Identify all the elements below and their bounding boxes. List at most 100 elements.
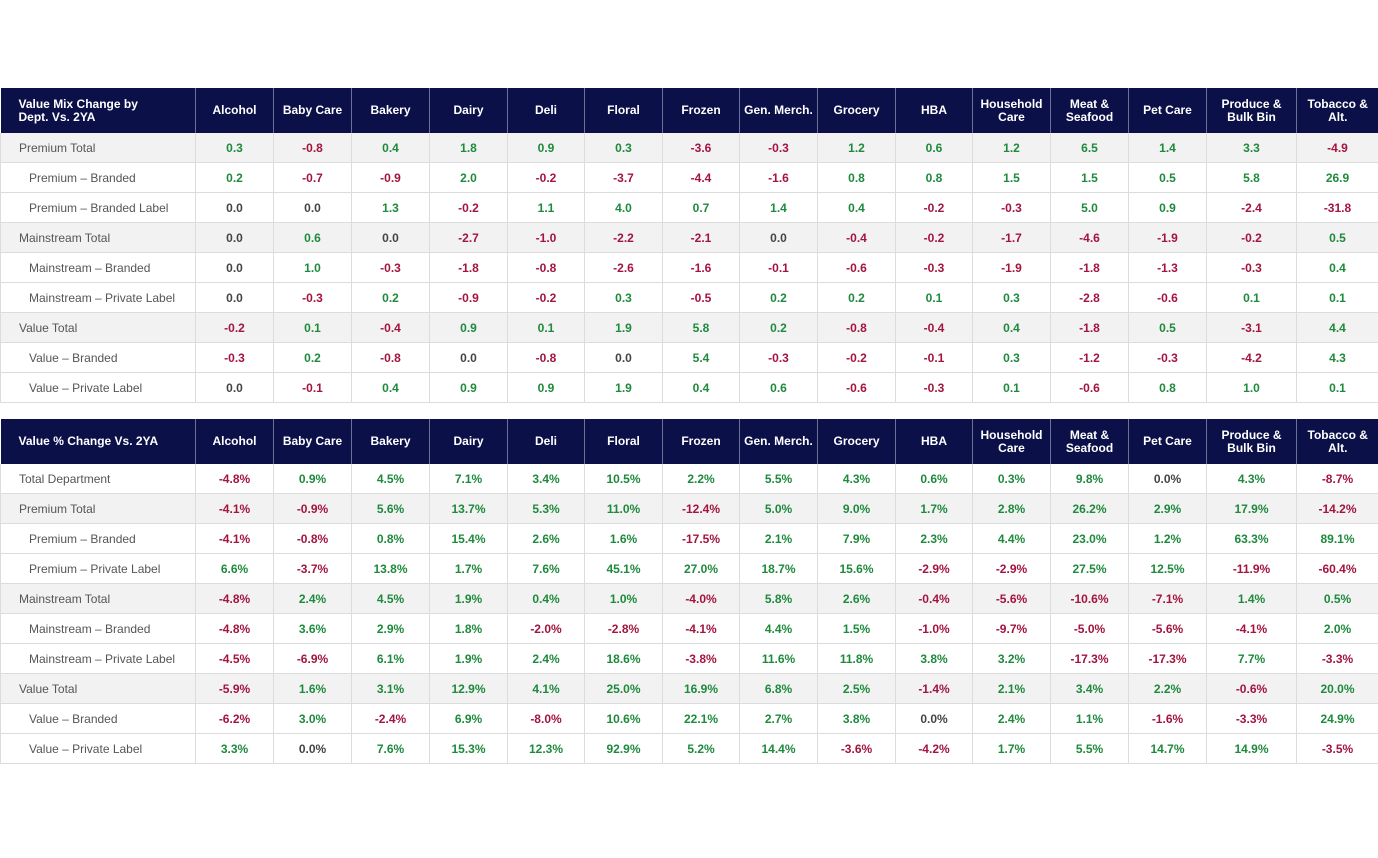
table-cell: 1.2% <box>1128 523 1207 554</box>
table-cell: -0.6 <box>817 252 896 283</box>
table-row: Mainstream Total 0.0 0.6 0.0 -2.7 -1.0 -2.2 -2.… <box>0 222 1378 253</box>
table-cell: -1.6% <box>1128 703 1207 734</box>
table-cell: -3.7 <box>584 162 663 193</box>
row-label: Premium – Branded Label <box>0 192 196 223</box>
table-cell: 17.9% <box>1206 493 1297 524</box>
table-cell: 5.5% <box>739 464 818 494</box>
table-cell: 0.1 <box>1296 282 1378 313</box>
table-cell: 7.1% <box>429 464 508 494</box>
table-cell: -4.8% <box>195 583 274 614</box>
column-header-gen-merch: Gen. Merch. <box>739 88 818 133</box>
table-cell: -0.9 <box>351 162 430 193</box>
table-cell: -2.8 <box>1050 282 1129 313</box>
table-cell: -5.0% <box>1050 613 1129 644</box>
table-cell: -5.9% <box>195 673 274 704</box>
table-cell: -2.4% <box>351 703 430 734</box>
table-cell: 1.4 <box>1128 133 1207 163</box>
table-cell: -6.9% <box>273 643 352 674</box>
table-cell: 13.8% <box>351 553 430 584</box>
column-header-hba: HBA <box>895 419 973 464</box>
column-header-tobacco-alt: Tobacco & Alt. <box>1296 419 1378 464</box>
table-cell: 4.3 <box>1296 342 1378 373</box>
table-cell: -0.8 <box>273 133 352 163</box>
table-cell: 0.3 <box>972 342 1051 373</box>
table-cell: 0.9% <box>273 464 352 494</box>
table-cell: 0.4 <box>972 312 1051 343</box>
table-cell: 22.1% <box>662 703 740 734</box>
table-cell: -0.2 <box>429 192 508 223</box>
table-cell: 27.0% <box>662 553 740 584</box>
table-cell: 26.9 <box>1296 162 1378 193</box>
row-label: Mainstream – Private Label <box>0 643 196 674</box>
table-cell: 3.4% <box>1050 673 1129 704</box>
table-cell: -2.1 <box>662 222 740 253</box>
table-cell: -3.3% <box>1206 703 1297 734</box>
table-cell: 0.4 <box>351 133 430 163</box>
table-cell: 1.4 <box>739 192 818 223</box>
table-cell: -0.3 <box>739 133 818 163</box>
column-header-grocery: Grocery <box>817 88 896 133</box>
table-cell: 6.6% <box>195 553 274 584</box>
table-cell: 4.5% <box>351 583 430 614</box>
table-cell: -2.7 <box>429 222 508 253</box>
table-cell: 0.2 <box>195 162 274 193</box>
table-cell: 3.2% <box>972 643 1051 674</box>
table-cell: 89.1% <box>1296 523 1378 554</box>
table-cell: -1.4% <box>895 673 973 704</box>
table-cell: 0.8 <box>1128 372 1207 403</box>
table-cell: -4.1% <box>195 523 274 554</box>
table-cell: 1.7% <box>429 553 508 584</box>
table-cell: 1.9% <box>429 643 508 674</box>
table-cell: 92.9% <box>584 733 663 764</box>
table-cell: -1.8 <box>1050 252 1129 283</box>
table-cell: 18.7% <box>739 553 818 584</box>
table-cell: -0.8 <box>507 252 585 283</box>
table-cell: -2.6 <box>584 252 663 283</box>
table-cell: 5.2% <box>662 733 740 764</box>
table-cell: 18.6% <box>584 643 663 674</box>
table-cell: 11.6% <box>739 643 818 674</box>
column-header-grocery: Grocery <box>817 419 896 464</box>
column-header-floral: Floral <box>584 419 663 464</box>
table-cell: 1.0 <box>1206 372 1297 403</box>
table-cell: 2.7% <box>739 703 818 734</box>
table-row: Premium – Branded 0.2 -0.7 -0.9 2.0 -0.2 -3.7-… <box>0 162 1378 193</box>
row-label: Mainstream – Branded <box>0 613 196 644</box>
table-cell: 0.3 <box>972 282 1051 313</box>
table-cell: -1.7 <box>972 222 1051 253</box>
table-cell: 0.1 <box>1296 372 1378 403</box>
table-cell: 1.2 <box>972 133 1051 163</box>
table-cell: -4.0% <box>662 583 740 614</box>
table-cell: -0.6 <box>1050 372 1129 403</box>
table-cell: 0.0% <box>895 703 973 734</box>
table-cell: 3.3% <box>195 733 274 764</box>
table-cell: 2.9% <box>1128 493 1207 524</box>
column-header-household-care: Household Care <box>972 419 1051 464</box>
table-cell: 45.1% <box>584 553 663 584</box>
column-header-produce-bulk-bin: Produce & Bulk Bin <box>1206 88 1297 133</box>
table-cell: 1.6% <box>273 673 352 704</box>
table-cell: -31.8 <box>1296 192 1378 223</box>
column-header-bakery: Bakery <box>351 88 430 133</box>
table-cell: 0.0 <box>195 282 274 313</box>
table-cell: 0.1 <box>507 312 585 343</box>
table-row: Mainstream – Private Label -4.5% -6.9% 6.1%… <box>0 643 1378 674</box>
table-cell: -1.3 <box>1128 252 1207 283</box>
table-row: Mainstream – Private Label 0.0 -0.3 0.2 -0.9… <box>0 282 1378 313</box>
table-cell: 2.1% <box>739 523 818 554</box>
table-cell: 0.9 <box>429 372 508 403</box>
table-cell: 5.5% <box>1050 733 1129 764</box>
table-cell: 27.5% <box>1050 553 1129 584</box>
table-cell: 26.2% <box>1050 493 1129 524</box>
table-row: Mainstream – Branded -4.8% 3.6% 2.9% 1.8% -2.… <box>0 613 1378 644</box>
table-cell: 10.6% <box>584 703 663 734</box>
table-cell: -10.6% <box>1050 583 1129 614</box>
table-cell: 0.5% <box>1296 583 1378 614</box>
table-cell: 2.5% <box>817 673 896 704</box>
row-label: Value – Branded <box>0 703 196 734</box>
table-cell: 0.8 <box>817 162 896 193</box>
table-cell: 0.0 <box>273 192 352 223</box>
value-mix-change-table: Value Mix Change by Dept. Vs. 2YA Alcohol B… <box>0 88 1378 403</box>
table-cell: -4.5% <box>195 643 274 674</box>
row-label: Premium Total <box>0 493 196 524</box>
